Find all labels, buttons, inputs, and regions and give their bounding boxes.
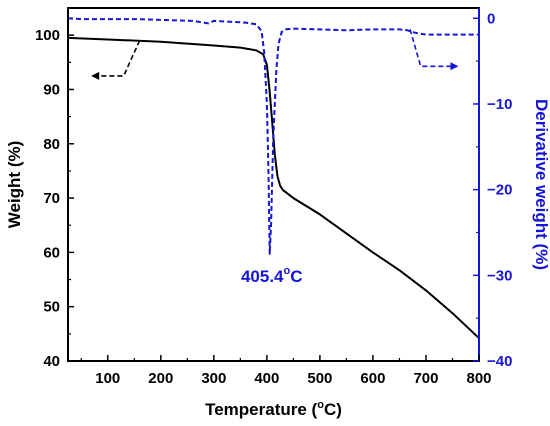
x-tick-label: 700 (413, 370, 438, 387)
right-axis-title: Derivative weight (%) (532, 99, 550, 270)
left-tick-label: 60 (43, 244, 60, 261)
weight-series (67, 36, 480, 339)
left-tick-label: 100 (35, 27, 60, 44)
right-tick-label: −20 (487, 182, 512, 199)
weight-line (67, 36, 480, 339)
x-tick-label: 200 (148, 370, 173, 387)
right-tick-label: −40 (487, 353, 512, 370)
derivative-line (67, 17, 479, 255)
derivative-series (67, 17, 479, 255)
x-tick-label: 100 (95, 370, 120, 387)
left-tick-label: 40 (43, 353, 60, 370)
left-tick-label: 70 (43, 190, 60, 207)
peak-annotation: 405.4oC (241, 265, 303, 286)
left-tick-label: 80 (43, 136, 60, 153)
axis-indicator-arrows (91, 29, 459, 80)
left-axis-title: Weight (%) (5, 141, 24, 229)
x-tick-label: 800 (466, 370, 491, 387)
derivative-axis-arrow-line (409, 29, 453, 68)
left-axis-ticks: 40 50 60 70 80 90 100 (35, 7, 74, 370)
x-tick-label: 400 (254, 370, 279, 387)
left-tick-label: 90 (43, 81, 60, 98)
right-tick-label: 0 (487, 10, 495, 27)
x-tick-label: 600 (360, 370, 385, 387)
x-axis-ticks: 100 200 300 400 500 600 700 800 (80, 355, 492, 387)
x-axis-title: Temperature (oC) (205, 399, 342, 419)
x-tick-label: 500 (307, 370, 332, 387)
right-axis-ticks: −40 −30 −20 −10 0 (473, 10, 512, 370)
derivative-axis-arrowhead (450, 62, 459, 71)
x-tick-label: 300 (201, 370, 226, 387)
right-tick-label: −10 (487, 96, 512, 113)
weight-axis-arrow-line (97, 40, 141, 77)
plot-frame (67, 7, 480, 362)
left-tick-label: 50 (43, 299, 60, 316)
weight-axis-arrowhead (91, 71, 100, 80)
right-tick-label: −30 (487, 267, 512, 284)
